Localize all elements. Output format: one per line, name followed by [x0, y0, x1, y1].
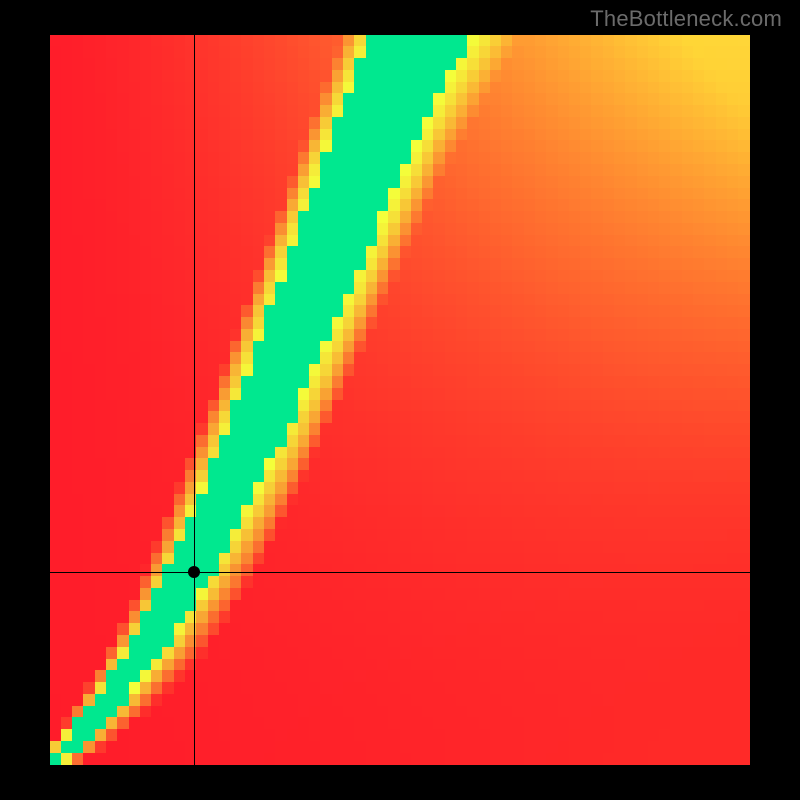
crosshair-horizontal: [50, 572, 750, 573]
bottleneck-heatmap: [50, 35, 750, 765]
crosshair-marker-dot: [188, 566, 200, 578]
crosshair-vertical: [194, 35, 195, 765]
chart-container: { "watermark": "TheBottleneck.com", "can…: [0, 0, 800, 800]
watermark-text: TheBottleneck.com: [590, 6, 782, 32]
